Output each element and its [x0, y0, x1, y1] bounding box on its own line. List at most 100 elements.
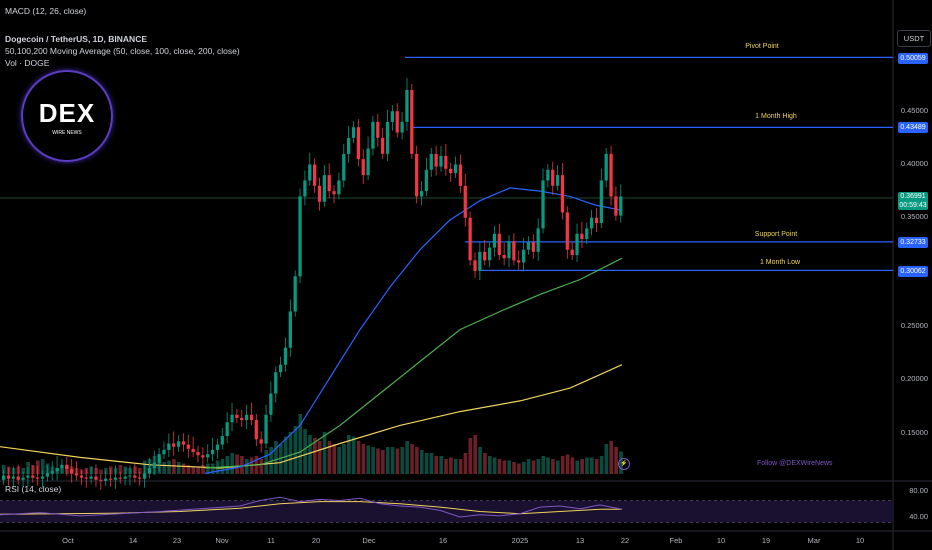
candle-body	[458, 164, 463, 186]
candle-body	[293, 276, 297, 312]
ma-label[interactable]: 50,100,200 Moving Average (50, close, 10…	[5, 46, 240, 56]
volume-bar	[210, 463, 215, 474]
candle-body	[220, 436, 224, 445]
volume-bar	[356, 441, 361, 474]
candle-body	[186, 444, 190, 449]
candle-body	[133, 475, 137, 478]
candle-body	[60, 464, 64, 469]
volume-bar	[283, 436, 288, 474]
candle-body	[79, 475, 84, 478]
candle-body	[322, 175, 326, 202]
candle-body	[487, 247, 492, 261]
candle-body	[274, 372, 278, 394]
volume-bar	[225, 456, 230, 474]
candle-body	[225, 422, 229, 437]
candle-body	[201, 455, 205, 458]
candle-body	[11, 476, 15, 479]
candle-body	[181, 441, 186, 445]
candle-body	[604, 153, 608, 181]
volume-bar	[570, 457, 575, 474]
y-tick-label: 0.20000	[900, 374, 928, 383]
support-point-label: Support Point	[754, 231, 798, 238]
candle-body	[104, 478, 108, 481]
volume-bar	[468, 438, 473, 474]
candle-body	[210, 449, 215, 455]
candle-body	[619, 196, 623, 216]
volume-bar	[478, 447, 482, 474]
candle-body	[235, 414, 239, 418]
candle-body	[449, 168, 453, 174]
y-tick-label: 0.25000	[900, 321, 928, 330]
candle-body	[526, 242, 531, 250]
volume-bar	[181, 463, 186, 474]
candle-body	[405, 89, 409, 122]
candle-body	[157, 454, 161, 463]
candle-body	[463, 185, 467, 218]
volume-bar	[337, 447, 341, 474]
rsi-label[interactable]: RSI (14, close)	[5, 484, 62, 494]
volume-bar	[278, 444, 283, 474]
volume-bar	[99, 469, 103, 474]
volume-bar	[361, 444, 366, 474]
candle-body	[444, 155, 448, 169]
candle-body	[244, 414, 249, 421]
candle-body	[308, 164, 312, 181]
current-price-tag: 0.36991 00:59:43	[898, 192, 928, 210]
volume-bar	[546, 457, 550, 474]
candle-body	[580, 233, 584, 240]
candle-body	[249, 414, 254, 421]
candle-body	[453, 164, 458, 174]
currency-button[interactable]: USDT	[897, 30, 931, 47]
candle-body	[342, 153, 346, 181]
volume-bar	[288, 432, 293, 474]
volume-bar	[395, 448, 400, 474]
candle-body	[478, 251, 482, 271]
volume-bar	[444, 459, 448, 474]
candle-body	[536, 228, 540, 252]
volume-label[interactable]: Vol · DOGE	[5, 58, 50, 68]
candle-body	[167, 443, 171, 450]
candle-body	[589, 217, 594, 229]
candle-body	[347, 137, 351, 154]
volume-bar	[206, 463, 210, 474]
lightning-icon[interactable]: ⚡	[618, 458, 630, 470]
x-tick-label: Dec	[362, 536, 376, 545]
volume-bar	[347, 435, 351, 474]
candle-body	[599, 180, 603, 224]
candle-body	[468, 217, 472, 261]
volume-bar	[298, 414, 303, 474]
candle-body	[128, 475, 132, 477]
candle-body	[541, 180, 545, 229]
candle-body	[152, 462, 156, 469]
y-tick-label: 0.40000	[900, 159, 928, 168]
candle-body	[385, 121, 390, 154]
macd-label[interactable]: MACD (12, 26, close)	[5, 6, 87, 16]
candle-body	[410, 89, 414, 154]
volume-bar	[492, 457, 497, 474]
volume-bar	[259, 459, 264, 474]
ma100-line	[204, 257, 623, 469]
support-price-tag: 0.32733	[898, 237, 928, 248]
candle-body	[21, 477, 25, 480]
x-tick-label: 10	[716, 536, 726, 545]
candle-body	[6, 475, 11, 479]
candle-body	[50, 471, 54, 474]
dex-logo: DEX WIRE NEWS	[21, 70, 113, 162]
follow-text: Follow @DEXWireNews	[757, 460, 833, 467]
candle-body	[196, 452, 200, 456]
candle-body	[142, 473, 147, 479]
candle-body	[555, 175, 560, 186]
volume-bar	[191, 466, 196, 474]
volume-bar	[439, 456, 444, 474]
candle-body	[138, 477, 142, 479]
volume-bar	[614, 447, 618, 474]
candle-body	[429, 153, 433, 170]
candle-body	[390, 111, 395, 122]
volume-bar	[487, 456, 492, 474]
candle-body	[560, 175, 565, 213]
candle-body	[594, 217, 599, 224]
rsi-tick-label: 80.00	[909, 486, 928, 495]
volume-bar	[599, 456, 604, 474]
